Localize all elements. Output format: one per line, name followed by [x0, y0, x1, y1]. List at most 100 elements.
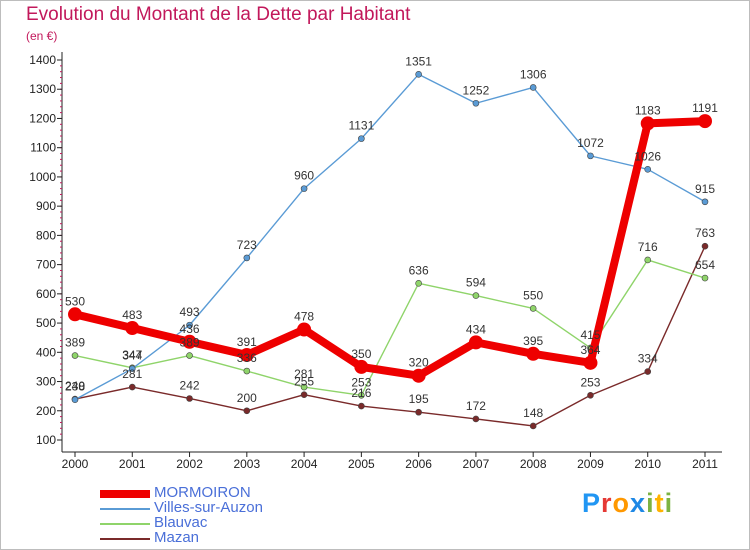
- data-label: 389: [65, 336, 85, 350]
- data-label: 195: [409, 392, 429, 406]
- data-label: 723: [237, 238, 257, 252]
- x-tick-label: 2010: [634, 457, 661, 471]
- series-layer: [68, 71, 712, 430]
- legend-label: MORMOIRON: [154, 484, 251, 501]
- data-label: 253: [580, 375, 600, 389]
- logo-letter: i: [646, 488, 655, 518]
- data-point: [587, 391, 594, 399]
- value-labels: 530 483 436 391 478 350 320 434 395 364 1183 1191 23…: [65, 54, 718, 420]
- data-point: [529, 305, 537, 312]
- data-label: 350: [351, 347, 371, 361]
- data-label: 483: [122, 308, 142, 322]
- x-tick-label: 2000: [62, 457, 89, 471]
- data-point: [186, 395, 193, 402]
- data-label: 1183: [635, 103, 661, 117]
- y-tick-label: 500: [36, 316, 56, 330]
- y-tick-label: 200: [36, 404, 56, 418]
- data-label: 1072: [577, 136, 604, 150]
- data-label: 1191: [692, 101, 718, 115]
- data-point: [529, 84, 537, 91]
- data-point: [583, 355, 598, 370]
- data-label: 434: [466, 322, 486, 336]
- data-point: [243, 254, 251, 262]
- data-point: [354, 359, 369, 374]
- legend-label: Mazan: [154, 529, 200, 546]
- x-tick-label: 2008: [520, 457, 547, 471]
- y-tick-label: 900: [36, 199, 56, 213]
- data-label: 763: [695, 226, 715, 240]
- data-label: 493: [180, 305, 200, 319]
- y-tick-label: 1400: [29, 53, 56, 67]
- data-label: 344: [122, 349, 142, 363]
- logo-letter: P: [582, 488, 602, 518]
- data-label: 478: [294, 310, 314, 324]
- data-label: 216: [351, 386, 371, 400]
- data-label: 200: [237, 391, 257, 405]
- data-label: 1306: [520, 67, 547, 81]
- x-tick-label: 2002: [176, 457, 203, 471]
- data-label: 654: [695, 258, 715, 272]
- legend-swatch: [100, 538, 150, 540]
- data-point: [529, 422, 537, 430]
- legend-label: Villes-sur-Auzon: [154, 499, 263, 516]
- logo-letter: x: [630, 488, 647, 518]
- data-point: [358, 135, 365, 142]
- x-tick-label: 2003: [233, 457, 260, 471]
- logo-letter: o: [612, 488, 631, 518]
- data-label: 391: [237, 335, 257, 349]
- x-tick-label: 2009: [577, 457, 604, 471]
- data-point: [640, 116, 655, 131]
- data-point: [526, 346, 541, 361]
- data-label: 281: [122, 367, 142, 381]
- data-label: 960: [294, 169, 314, 183]
- data-label: 594: [466, 276, 486, 290]
- data-label: 915: [695, 182, 715, 196]
- data-label: 238: [65, 380, 85, 394]
- x-tick-label: 2007: [463, 457, 490, 471]
- data-label: 530: [65, 294, 85, 308]
- data-label: 172: [466, 399, 486, 413]
- data-label: 336: [237, 351, 257, 365]
- data-label: 389: [180, 336, 200, 350]
- data-label: 395: [523, 334, 543, 348]
- data-point: [300, 391, 308, 398]
- data-point: [186, 321, 193, 329]
- legend-label: Blauvac: [154, 514, 208, 531]
- y-tick-label: 700: [36, 258, 56, 272]
- data-label: 550: [523, 288, 543, 302]
- data-label: 716: [638, 240, 658, 254]
- chart-title: Evolution du Montant de la Dette par Hab…: [26, 4, 411, 25]
- data-point: [71, 352, 79, 359]
- data-label: 240: [65, 379, 85, 393]
- data-point: [186, 352, 193, 359]
- data-label: 1252: [463, 83, 490, 97]
- data-point: [587, 152, 594, 160]
- data-point: [128, 365, 136, 372]
- data-point: [243, 367, 251, 375]
- data-point: [411, 368, 426, 383]
- y-tick-label: 1300: [29, 82, 56, 96]
- data-point: [182, 334, 197, 349]
- legend-swatch: [100, 508, 150, 510]
- x-tick-label: 2004: [291, 457, 318, 471]
- data-point: [644, 368, 652, 375]
- logo-letter: t: [654, 488, 665, 518]
- legend-swatch: [100, 523, 150, 525]
- x-tick-label: 2011: [692, 457, 718, 471]
- data-label: 148: [523, 406, 543, 420]
- data-label: 334: [638, 352, 658, 366]
- chart-subtitle: (en €): [26, 29, 58, 43]
- y-tick-label: 400: [36, 345, 56, 359]
- x-tick-label: 2006: [405, 457, 432, 471]
- data-label: 1131: [348, 119, 374, 133]
- y-tick-label: 1100: [30, 141, 56, 155]
- series-line-mazan: [74, 245, 706, 427]
- data-point: [415, 408, 422, 416]
- data-point: [68, 307, 82, 322]
- data-point: [472, 292, 480, 299]
- data-point: [300, 383, 308, 391]
- x-tick-label: 2005: [348, 457, 375, 471]
- data-label: 436: [180, 322, 200, 336]
- data-point: [239, 347, 254, 362]
